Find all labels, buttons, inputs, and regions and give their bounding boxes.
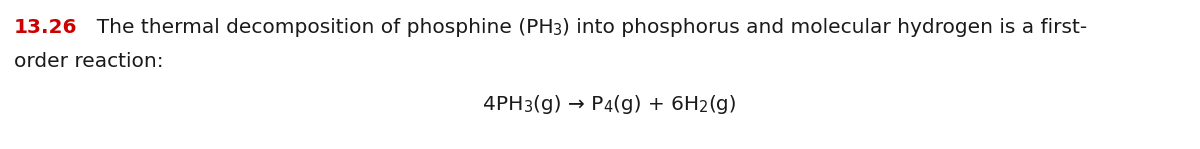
Text: 3: 3	[524, 100, 533, 115]
Text: (g) + 6H: (g) + 6H	[612, 95, 698, 114]
Text: 2: 2	[698, 100, 708, 115]
Text: (g): (g)	[708, 95, 737, 114]
Text: 4PH: 4PH	[484, 95, 524, 114]
Text: 4: 4	[604, 100, 612, 115]
Text: order reaction:: order reaction:	[14, 52, 163, 71]
Text: ) into phosphorus and molecular hydrogen is a first-: ) into phosphorus and molecular hydrogen…	[563, 18, 1087, 37]
Text: 13.26: 13.26	[14, 18, 78, 37]
Text: 3: 3	[553, 23, 563, 38]
Text: (g) → P: (g) → P	[533, 95, 604, 114]
Text: The thermal decomposition of phosphine (PH: The thermal decomposition of phosphine (…	[84, 18, 553, 37]
